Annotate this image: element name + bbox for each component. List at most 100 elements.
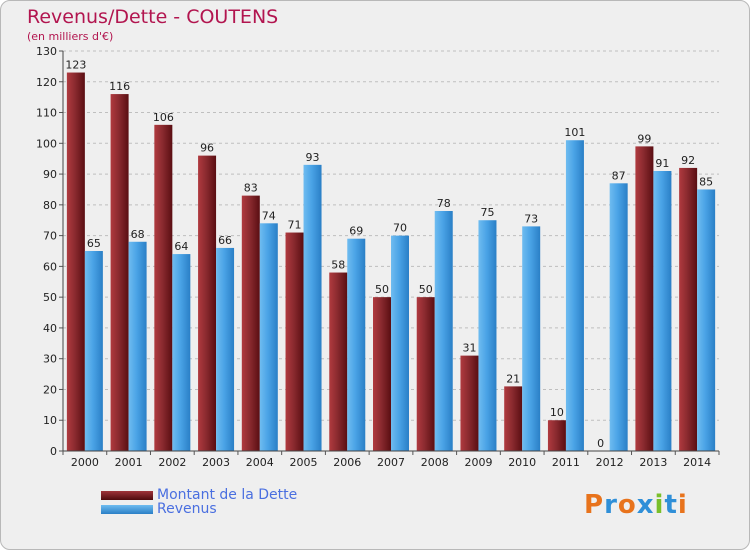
- x-tick-label: 2009: [464, 456, 492, 469]
- bar-revenue: [697, 189, 716, 451]
- value-label-revenue: 70: [393, 222, 407, 235]
- value-label-revenue: 65: [87, 237, 101, 250]
- value-label-revenue: 93: [306, 151, 320, 164]
- y-tick-label: 50: [43, 291, 57, 304]
- proxiti-logo: Proxiti: [584, 490, 688, 520]
- bar-revenue: [216, 247, 235, 451]
- value-label-debt: 0: [597, 437, 604, 450]
- y-tick-label: 60: [43, 260, 57, 273]
- x-tick-label: 2011: [552, 456, 580, 469]
- legend-label-revenue: Revenus: [157, 501, 217, 517]
- x-tick-label: 2006: [333, 456, 361, 469]
- value-label-revenue: 74: [262, 209, 276, 222]
- bar-revenue: [347, 238, 366, 451]
- value-label-revenue: 73: [524, 212, 538, 225]
- logo-letter: i: [654, 490, 665, 520]
- bar-debt: [329, 272, 348, 451]
- x-tick-label: 2008: [421, 456, 449, 469]
- value-label-debt: 116: [109, 80, 130, 93]
- bar-debt: [504, 386, 523, 451]
- bar-debt: [416, 297, 435, 451]
- legend-label-debt: Montant de la Dette: [157, 487, 298, 503]
- bar-revenue: [653, 171, 672, 451]
- bar-revenue: [565, 140, 584, 451]
- bar-debt: [285, 232, 304, 451]
- value-label-debt: 31: [462, 342, 476, 355]
- bar-revenue: [259, 223, 278, 451]
- logo-letter: t: [664, 490, 678, 520]
- x-tick-label: 2004: [246, 456, 274, 469]
- y-tick-label: 20: [43, 383, 57, 396]
- bar-debt: [110, 94, 129, 452]
- legend-swatch-revenue: [101, 504, 153, 514]
- chart-subtitle: (en milliers d'€): [27, 30, 114, 43]
- bar-revenue: [478, 220, 497, 451]
- value-label-debt: 96: [200, 142, 214, 155]
- value-label-debt: 92: [681, 154, 695, 167]
- y-tick-label: 10: [43, 414, 57, 427]
- bar-debt: [373, 297, 391, 451]
- value-label-revenue: 85: [699, 175, 713, 188]
- value-label-debt: 50: [375, 283, 389, 296]
- bar-debt: [460, 355, 479, 451]
- y-tick-label: 40: [43, 322, 57, 335]
- y-tick-label: 110: [36, 107, 57, 120]
- value-label-debt: 10: [550, 406, 564, 419]
- value-label-revenue: 91: [655, 157, 669, 170]
- bar-debt: [241, 195, 260, 451]
- value-label-revenue: 66: [218, 234, 232, 247]
- x-tick-label: 2000: [71, 456, 99, 469]
- y-tick-label: 0: [50, 445, 57, 458]
- bar-revenue: [128, 241, 147, 451]
- y-tick-label: 120: [36, 76, 57, 89]
- y-tick-label: 70: [43, 230, 57, 243]
- x-tick-label: 2014: [683, 456, 711, 469]
- value-label-debt: 50: [419, 283, 433, 296]
- x-tick-label: 2013: [639, 456, 667, 469]
- bar-revenue: [609, 183, 628, 452]
- logo-letter: o: [617, 490, 637, 520]
- x-tick-label: 2012: [596, 456, 624, 469]
- legend-item-revenue: Revenus: [101, 501, 217, 517]
- value-label-revenue: 101: [564, 126, 585, 139]
- bar-debt: [679, 167, 698, 451]
- value-label-revenue: 68: [131, 228, 145, 241]
- legend-swatch-debt: [101, 490, 153, 500]
- bar-revenue: [434, 211, 453, 451]
- bar-debt: [635, 146, 654, 451]
- x-tick-label: 2003: [202, 456, 230, 469]
- value-label-revenue: 75: [480, 206, 494, 219]
- bar-debt: [547, 420, 566, 451]
- value-label-debt: 83: [244, 182, 258, 195]
- logo-letter: P: [584, 490, 605, 520]
- bar-revenue: [172, 254, 191, 451]
- y-tick-label: 90: [43, 168, 57, 181]
- bar-revenue: [522, 226, 541, 451]
- value-label-debt: 58: [331, 259, 345, 272]
- value-label-revenue: 64: [174, 240, 188, 253]
- chart-title: Revenus/Dette - COUTENS: [27, 6, 279, 28]
- value-label-debt: 123: [65, 59, 86, 72]
- logo-letter: x: [636, 490, 655, 520]
- legend-item-debt: Montant de la Dette: [101, 487, 297, 503]
- y-tick-label: 130: [36, 45, 57, 58]
- x-tick-label: 2005: [290, 456, 318, 469]
- bar-debt: [66, 72, 85, 452]
- value-label-revenue: 69: [349, 225, 363, 238]
- x-tick-label: 2002: [158, 456, 186, 469]
- bar-debt: [154, 124, 173, 451]
- logo-letter: r: [604, 490, 618, 520]
- value-label-debt: 99: [637, 132, 651, 145]
- value-label-revenue: 87: [612, 169, 626, 182]
- y-tick-label: 100: [36, 137, 57, 150]
- x-tick-label: 2010: [508, 456, 536, 469]
- bar-debt: [198, 155, 217, 451]
- x-tick-label: 2001: [115, 456, 143, 469]
- bar-revenue: [84, 251, 103, 451]
- logo-letter: i: [677, 490, 688, 520]
- value-label-debt: 106: [153, 111, 174, 124]
- value-label-debt: 71: [288, 219, 302, 232]
- x-tick-label: 2007: [377, 456, 405, 469]
